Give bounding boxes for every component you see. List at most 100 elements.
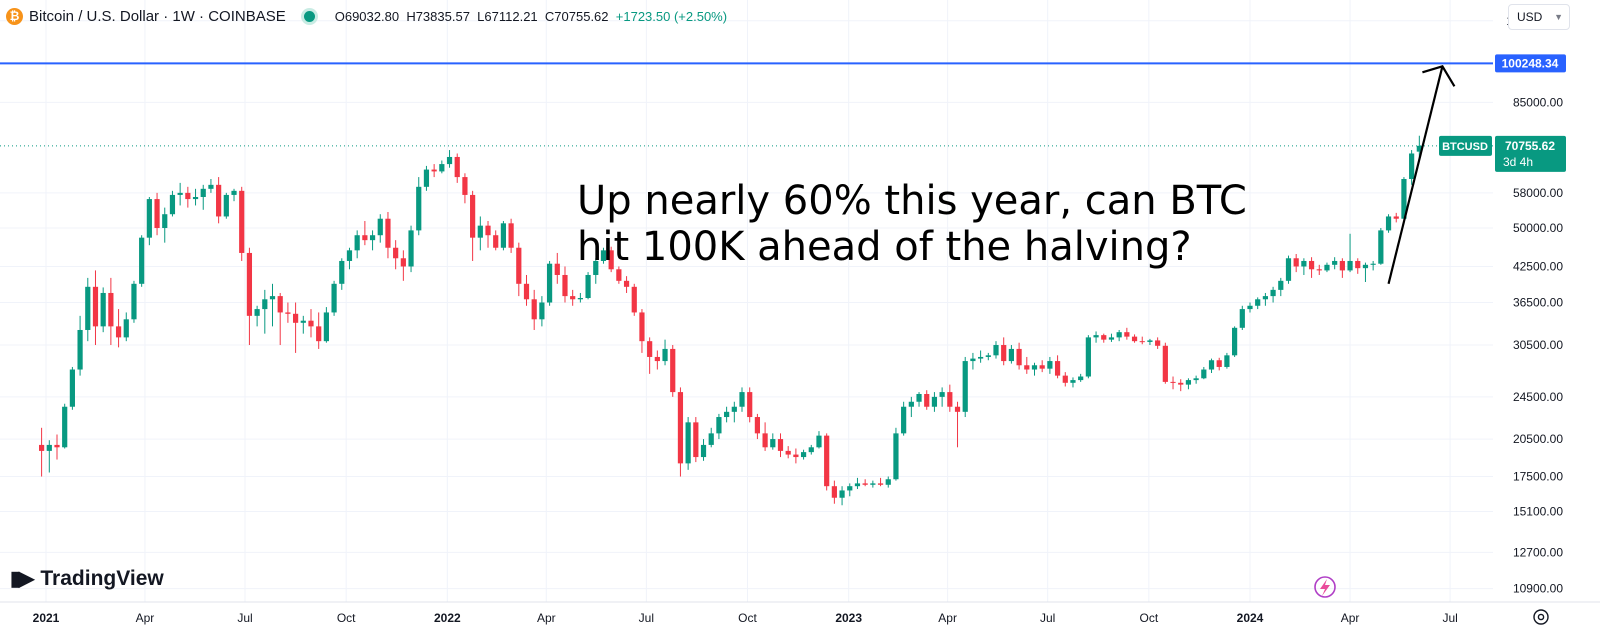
candle[interactable] <box>1024 356 1030 374</box>
candle[interactable] <box>393 240 399 270</box>
candle[interactable] <box>292 302 299 353</box>
candle[interactable] <box>1232 326 1238 357</box>
candle[interactable] <box>1008 345 1014 364</box>
candle[interactable] <box>985 352 991 361</box>
candle[interactable] <box>931 392 938 412</box>
candle[interactable] <box>254 305 260 327</box>
candle[interactable] <box>231 188 237 202</box>
candle[interactable] <box>346 247 353 270</box>
candle[interactable] <box>770 433 776 450</box>
candle[interactable] <box>631 283 637 316</box>
candle[interactable] <box>277 292 283 346</box>
candle[interactable] <box>323 307 329 343</box>
candle[interactable] <box>462 173 468 204</box>
candle[interactable] <box>477 216 483 251</box>
candle[interactable] <box>662 339 668 366</box>
candle[interactable] <box>600 247 607 264</box>
candle[interactable] <box>831 480 837 504</box>
candle[interactable] <box>947 384 953 412</box>
candle[interactable] <box>1131 334 1138 343</box>
candle[interactable] <box>1201 366 1207 380</box>
candle[interactable] <box>69 366 75 410</box>
candle[interactable] <box>616 266 622 284</box>
candle[interactable] <box>1185 378 1192 390</box>
candle[interactable] <box>700 439 707 461</box>
candle[interactable] <box>308 309 314 338</box>
candle[interactable] <box>585 272 591 300</box>
candle[interactable] <box>1224 352 1230 369</box>
candle[interactable] <box>1208 358 1215 373</box>
candle[interactable] <box>331 280 337 316</box>
candle[interactable] <box>246 247 253 346</box>
candle[interactable] <box>970 352 976 370</box>
candle[interactable] <box>1016 342 1022 370</box>
candle[interactable] <box>870 480 876 488</box>
candle[interactable] <box>1285 255 1292 284</box>
candle[interactable] <box>123 312 129 342</box>
candle[interactable] <box>139 235 145 287</box>
candle[interactable] <box>262 289 268 334</box>
candle[interactable] <box>754 413 761 440</box>
candle[interactable] <box>916 392 922 407</box>
candle[interactable] <box>647 337 653 374</box>
candle[interactable] <box>285 302 291 323</box>
candle[interactable] <box>562 266 568 303</box>
candle[interactable] <box>1362 262 1369 283</box>
candle[interactable] <box>54 434 60 460</box>
candle[interactable] <box>92 270 99 346</box>
candle[interactable] <box>1078 373 1084 382</box>
candle[interactable] <box>1139 336 1145 345</box>
settings-gear-icon[interactable] <box>1533 609 1549 625</box>
candle[interactable] <box>62 403 68 449</box>
candle[interactable] <box>1147 338 1153 346</box>
candle[interactable] <box>1378 228 1384 265</box>
candle[interactable] <box>39 427 45 477</box>
candle[interactable] <box>577 292 583 303</box>
candle[interactable] <box>639 309 645 353</box>
candle[interactable] <box>839 486 845 506</box>
candle[interactable] <box>108 277 114 346</box>
candle[interactable] <box>1193 375 1199 384</box>
candle[interactable] <box>1062 372 1068 387</box>
candle[interactable] <box>1409 150 1415 185</box>
candle[interactable] <box>824 433 830 491</box>
tradingview-logo[interactable]: ▮▶ TradingView <box>10 566 164 591</box>
candle[interactable] <box>1216 357 1222 371</box>
candle[interactable] <box>785 446 791 459</box>
candle[interactable] <box>954 401 961 448</box>
candle[interactable] <box>762 422 768 451</box>
candle[interactable] <box>1085 335 1091 379</box>
candle[interactable] <box>516 242 522 297</box>
last-price-tag[interactable]: 70755.62 3d 4h <box>1495 135 1566 172</box>
candle[interactable] <box>777 433 784 458</box>
candle[interactable] <box>316 312 322 349</box>
candle[interactable] <box>400 250 406 281</box>
candle[interactable] <box>523 274 530 306</box>
candle[interactable] <box>416 177 422 236</box>
symbol-title[interactable]: Bitcoin / U.S. Dollar · 1W · COINBASE <box>29 7 286 25</box>
candle[interactable] <box>978 350 984 363</box>
candle[interactable] <box>46 440 52 473</box>
candle[interactable] <box>800 449 807 460</box>
candle[interactable] <box>185 186 191 208</box>
candle[interactable] <box>793 448 799 464</box>
candle[interactable] <box>546 260 553 306</box>
chart-annotation-text[interactable]: Up nearly 60% this year, can BTC hit 100… <box>577 178 1247 270</box>
candle[interactable] <box>677 387 684 477</box>
candle[interactable] <box>1108 333 1115 342</box>
candle[interactable] <box>162 207 168 243</box>
candle[interactable] <box>508 218 514 253</box>
candle[interactable] <box>439 160 445 174</box>
candle[interactable] <box>239 186 245 261</box>
candle[interactable] <box>300 315 306 334</box>
candle[interactable] <box>85 277 91 342</box>
candle[interactable] <box>1401 177 1407 220</box>
candle[interactable] <box>1332 257 1338 270</box>
candle[interactable] <box>1385 214 1392 233</box>
candle[interactable] <box>1393 212 1399 223</box>
candle[interactable] <box>485 221 491 248</box>
candle[interactable] <box>847 483 853 497</box>
candle[interactable] <box>885 476 891 488</box>
candle[interactable] <box>901 401 907 436</box>
candle[interactable] <box>269 283 276 327</box>
